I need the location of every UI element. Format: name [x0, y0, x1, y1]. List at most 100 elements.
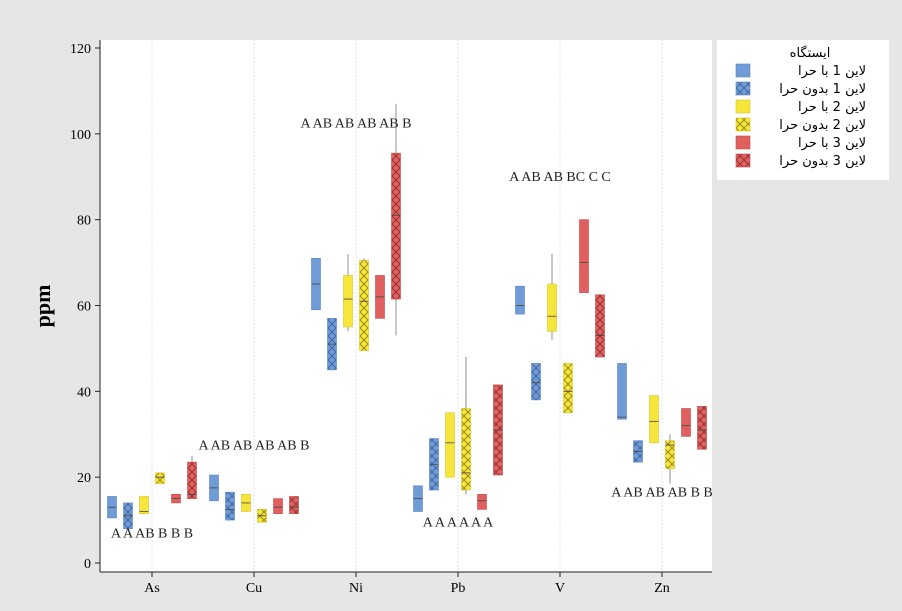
legend-swatch [735, 135, 751, 150]
y-tick-label: 100 [70, 128, 91, 143]
y-tick-label: 0 [84, 557, 91, 572]
y-tick-label: 20 [77, 471, 91, 486]
box-cu-series-3 [241, 494, 251, 512]
box-zn-series-2 [633, 440, 643, 463]
annotation-pb: A A A A A A [423, 516, 494, 531]
box-body [681, 408, 691, 437]
box-body [665, 440, 675, 469]
legend-swatch [735, 63, 751, 78]
box-pb-series-6 [493, 384, 503, 476]
box-v-series-4 [563, 363, 573, 414]
box-cu-series-5 [273, 498, 283, 514]
legend-swatch [735, 81, 751, 96]
legend-item-3: لاین 2 با حرا [735, 99, 866, 115]
legend-item-1: لاین 1 با حرا [735, 63, 866, 79]
legend-label: لاین 2 با حرا [798, 100, 866, 115]
box-ni-series-2 [327, 318, 337, 371]
box-v-series-1 [515, 285, 525, 315]
x-tick-label-as: As [144, 581, 160, 596]
legend-label: لاین 2 بدون حرا [779, 118, 866, 133]
plot-area [100, 40, 712, 572]
box-body [563, 363, 573, 414]
x-tick-label-v: V [555, 581, 565, 596]
box-as-series-1 [107, 496, 117, 519]
box-body [547, 283, 557, 332]
y-tick-label: 40 [77, 385, 91, 400]
annotation-zn: A AB AB AB B B [611, 485, 713, 500]
box-body [461, 408, 471, 491]
box-as-series-6 [187, 455, 197, 499]
box-body [155, 472, 165, 484]
box-body [273, 498, 283, 514]
legend-item-5: لاین 3 با حرا [735, 135, 866, 151]
grid-lines [151, 40, 663, 572]
box-body [289, 496, 299, 514]
box-body [515, 285, 525, 315]
y-tick-label: 60 [77, 300, 91, 315]
box-ni-series-6 [391, 103, 401, 336]
box-body [225, 491, 235, 521]
box-ni-series-4 [359, 258, 369, 351]
legend-swatch [735, 117, 751, 132]
legend-item-4: لاین 2 بدون حرا [735, 117, 866, 133]
box-as-series-2 [123, 502, 133, 529]
legend-swatch [735, 153, 751, 168]
box-cu-series-6 [289, 496, 299, 514]
box-as-series-5 [171, 494, 181, 504]
annotations: A A AB B B B A AB AB AB AB B A AB AB AB AB… [111, 116, 713, 541]
annotation-ni: A AB AB AB AB B [301, 116, 412, 131]
box-pb-series-4 [461, 357, 471, 495]
legend-label: لاین 3 بدون حرا [779, 154, 866, 169]
box-body [697, 406, 707, 450]
box-body [343, 275, 353, 328]
box-body [617, 363, 627, 420]
box-zn-series-5 [681, 408, 691, 437]
box-as-series-3 [139, 496, 149, 514]
boxplots [107, 103, 707, 529]
axes: 0 20 40 60 80 100 120 As Cu Ni Pb V Zn [70, 40, 712, 596]
box-as-series-4 [155, 472, 165, 484]
box-ni-series-3 [343, 254, 353, 332]
box-body [445, 412, 455, 478]
x-tick-label-ni: Ni [349, 581, 363, 596]
box-body [359, 260, 369, 351]
legend-title: ایستگاه [790, 45, 831, 61]
x-tick-label-cu: Cu [246, 581, 262, 596]
annotation-cu: A AB AB AB AB B [199, 438, 310, 453]
box-body [649, 395, 659, 444]
box-pb-series-3 [445, 412, 455, 478]
x-tick-label-pb: Pb [451, 581, 466, 596]
box-cu-series-1 [209, 474, 219, 502]
box-zn-series-3 [649, 395, 659, 444]
box-body [187, 461, 197, 499]
box-ni-series-1 [311, 257, 321, 311]
legend-swatch [735, 99, 751, 114]
y-tick-label: 80 [77, 214, 91, 229]
legend-label: لاین 1 با حرا [798, 64, 866, 79]
box-body [595, 294, 605, 358]
box-v-series-5 [579, 219, 589, 293]
box-ni-series-5 [375, 275, 385, 319]
annotation-as: A A AB B B B [111, 526, 193, 541]
box-pb-series-1 [413, 485, 423, 512]
y-tick-label: 120 [70, 42, 91, 57]
x-tick-label-zn: Zn [654, 581, 670, 596]
legend: ایستگاه لاین 1 با حرا لاین 1 بدون حرا لاین… [717, 40, 889, 180]
legend-item-2: لاین 1 بدون حرا [735, 81, 866, 97]
box-body [139, 496, 149, 514]
box-zn-series-6 [697, 406, 707, 450]
box-body [477, 494, 487, 510]
box-zn-series-1 [617, 363, 627, 420]
box-zn-series-4 [665, 434, 675, 484]
box-cu-series-4 [257, 509, 267, 523]
legend-label: لاین 1 بدون حرا [779, 82, 866, 97]
box-body [579, 219, 589, 293]
legend-label: لاین 3 با حرا [798, 136, 866, 151]
box-v-series-3 [547, 254, 557, 340]
box-v-series-6 [595, 294, 605, 358]
box-pb-series-2 [429, 438, 439, 491]
box-v-series-2 [531, 363, 541, 401]
box-body [531, 363, 541, 401]
box-body [391, 152, 401, 300]
